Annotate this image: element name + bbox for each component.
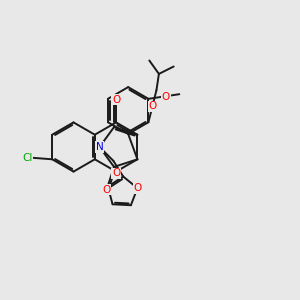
Text: Cl: Cl <box>22 153 32 163</box>
Text: O: O <box>112 168 120 178</box>
Text: N: N <box>96 142 104 152</box>
Text: O: O <box>112 95 120 105</box>
Text: O: O <box>148 101 157 111</box>
Text: O: O <box>103 185 111 195</box>
Text: O: O <box>162 92 170 101</box>
Text: O: O <box>133 183 142 193</box>
